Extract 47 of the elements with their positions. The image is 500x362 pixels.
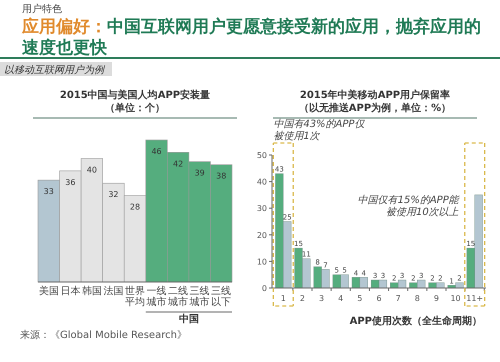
text: 应用偏好：中国互联网用户更愿意接受新的应用，抛弃应用的速度也更快 [21, 16, 481, 58]
data-label: 28 [130, 202, 140, 212]
text: 中国有43%的APP仅被使用1次 [273, 118, 366, 142]
x-tick-label: 1 [280, 294, 286, 303]
x-tick-label: 美国 [38, 285, 59, 297]
data-label: 38 [216, 172, 226, 181]
chart-title: 2015中国与美国人均APP安装量 [60, 89, 210, 101]
chart-subtitle: （单位：个） [105, 102, 165, 114]
x-tick-label: 3 [319, 294, 324, 303]
x-tick-label: 8 [414, 294, 420, 303]
x-tick-label: 二线城市 [167, 285, 188, 308]
data-label: 40 [86, 166, 97, 175]
text: 以移动互联网用户为例 [4, 64, 106, 76]
data-label: 36 [65, 178, 76, 187]
data-label: 42 [173, 159, 184, 168]
source-note: 来源：《Global Mobile Research》 [20, 329, 187, 341]
x-tick-label: 三线城市 [188, 285, 210, 308]
chart-title: 2015年中美移动APP用户保留率 [300, 89, 450, 101]
x-tick-label: 7 [396, 294, 401, 303]
data-label: 33 [44, 187, 54, 196]
y-tick-label: 0 [262, 284, 267, 293]
x-tick-label: 6 [376, 294, 382, 303]
x-tick-label: 世界平均 [125, 285, 145, 308]
x-axis-title: APP使用次数（全生命周期） [350, 315, 482, 327]
x-tick-label: 日本 [60, 285, 80, 297]
x-tick-label: 11+ [466, 294, 484, 303]
annotation: 中国仅有15%的APP能被使用10次以上 [358, 194, 461, 218]
chart-subtitle: （以无推送APP为例，单位：%） [298, 102, 452, 114]
x-tick-label: 韩国 [82, 285, 102, 297]
text: 用户特色 [22, 3, 62, 15]
x-tick-label: 2 [300, 294, 305, 303]
y-tick-label: 20 [256, 230, 267, 240]
x-tick-label: 三线以下 [211, 285, 232, 308]
y-tick-label: 30 [256, 204, 267, 214]
y-tick-label: 10 [256, 257, 267, 266]
x-tick-label: 法国 [103, 285, 124, 297]
x-tick-label: 4 [338, 294, 344, 303]
x-tick-label: 9 [434, 294, 439, 303]
x-tick-label: 10 [450, 294, 461, 303]
x-tick-label: 一线城市 [146, 285, 167, 308]
data-label: 39 [194, 168, 205, 178]
data-label: 32 [108, 190, 119, 200]
x-tick-label: 5 [357, 294, 362, 303]
y-tick-label: 50 [256, 151, 267, 160]
data-label: 46 [151, 147, 162, 156]
y-tick-label: 40 [256, 178, 267, 187]
text: 中国 [178, 313, 199, 325]
